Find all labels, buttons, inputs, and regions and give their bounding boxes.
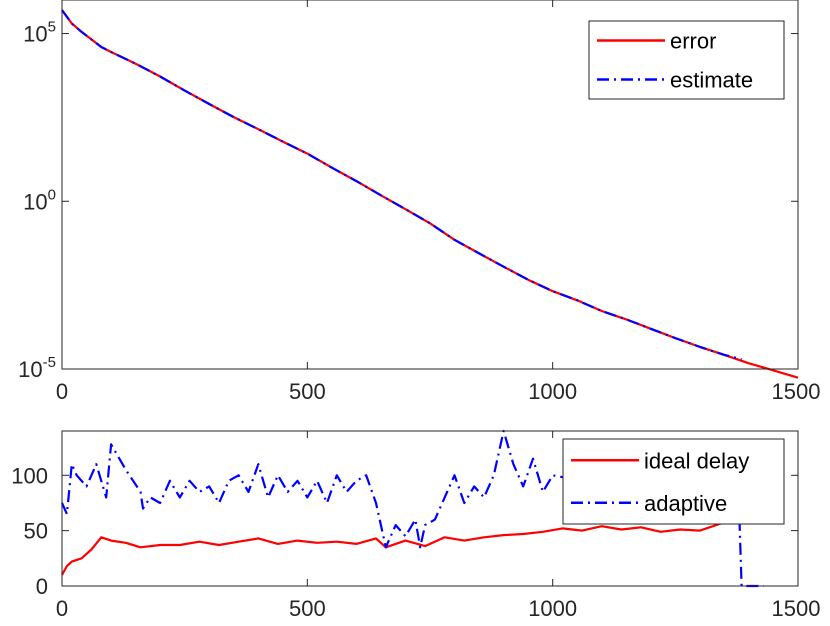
top-x-tick-label: 500 xyxy=(289,379,326,404)
top-y-tick-label: 100 xyxy=(23,186,56,214)
bottom-series-line-0 xyxy=(61,518,730,576)
bottom-y-tick-label: 100 xyxy=(11,463,48,488)
top-x-tick-label: 0 xyxy=(56,379,68,404)
bottom-y-tick-label: 50 xyxy=(24,519,48,544)
top-legend-box xyxy=(588,20,785,100)
bottom-x-tick-label: 0 xyxy=(56,596,68,621)
top-plot-area xyxy=(61,9,799,379)
bottom-series-line-1 xyxy=(60,429,764,588)
top-y-tick-label: 105 xyxy=(23,19,56,47)
bottom-legend-box xyxy=(562,438,785,525)
top-legend: error estimate xyxy=(588,20,785,100)
top-axes: 0 500 1000 1500 10-5 100 105 error estimate xyxy=(18,0,820,404)
bottom-ticks: 0 500 1000 1500 0 50 100 xyxy=(11,431,820,621)
bottom-axes: 0 500 1000 1500 0 50 100 ideal delay adaptive xyxy=(11,429,820,621)
bottom-legend-label-0: ideal delay xyxy=(644,448,749,473)
top-y-tick-label: 10-5 xyxy=(18,354,56,382)
bottom-x-tick-label: 1500 xyxy=(772,596,821,621)
bottom-axes-box xyxy=(61,430,799,587)
top-axes-box xyxy=(61,0,799,370)
bottom-x-tick-label: 1000 xyxy=(528,596,577,621)
top-series-line-1 xyxy=(61,9,742,361)
top-legend-label-1: estimate xyxy=(670,68,753,93)
bottom-y-tick-label: 0 xyxy=(36,574,48,599)
bottom-plot-area xyxy=(60,429,764,588)
top-legend-label-0: error xyxy=(670,29,716,54)
bottom-legend-label-1: adaptive xyxy=(644,491,727,516)
top-ticks: 0 500 1000 1500 10-5 100 105 xyxy=(18,0,820,404)
bottom-x-tick-label: 500 xyxy=(289,596,326,621)
top-x-tick-label: 1000 xyxy=(528,379,577,404)
bottom-legend: ideal delay adaptive xyxy=(562,438,785,525)
top-x-tick-label: 1500 xyxy=(772,379,821,404)
